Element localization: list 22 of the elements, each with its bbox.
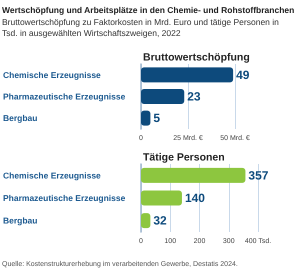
data-label: 23 bbox=[187, 90, 201, 104]
bar bbox=[141, 67, 234, 82]
bar bbox=[141, 89, 184, 104]
y-tick-label: Chemische Erzeugnisse bbox=[3, 170, 102, 180]
text: Bruttowertschöpfung zu Faktorkosten in Mrd. Euro und tätige Personen in Tsd. in ausgewählten Wirtschaftszweigen, 2022 bbox=[2, 17, 280, 39]
y-tick-label: Chemische Erzeugnisse bbox=[3, 70, 102, 80]
bar bbox=[141, 110, 150, 126]
chart-title: Bruttowertschöpfung bbox=[143, 52, 250, 64]
y-tick-label: Bergbau bbox=[3, 113, 38, 124]
text: Wertschöpfung und Arbeitsplätze in den Chemie- und Rohstoffbranchen bbox=[2, 5, 294, 15]
data-label: 32 bbox=[153, 214, 168, 228]
y-tick-label: Pharmazeutische Erzeugnisse bbox=[3, 92, 126, 102]
bar bbox=[141, 168, 246, 183]
data-label: 357 bbox=[248, 168, 269, 182]
data-label: 49 bbox=[236, 68, 250, 82]
chart-title: Tätige Personen bbox=[143, 152, 225, 164]
data-label: 5 bbox=[153, 111, 160, 126]
y-tick-label: Pharmazeutische Erzeugnisse bbox=[3, 193, 126, 203]
y-tick-label: Bergbau bbox=[3, 216, 38, 226]
bar bbox=[141, 190, 182, 206]
data-label: 140 bbox=[184, 191, 206, 205]
bar bbox=[141, 213, 150, 228]
